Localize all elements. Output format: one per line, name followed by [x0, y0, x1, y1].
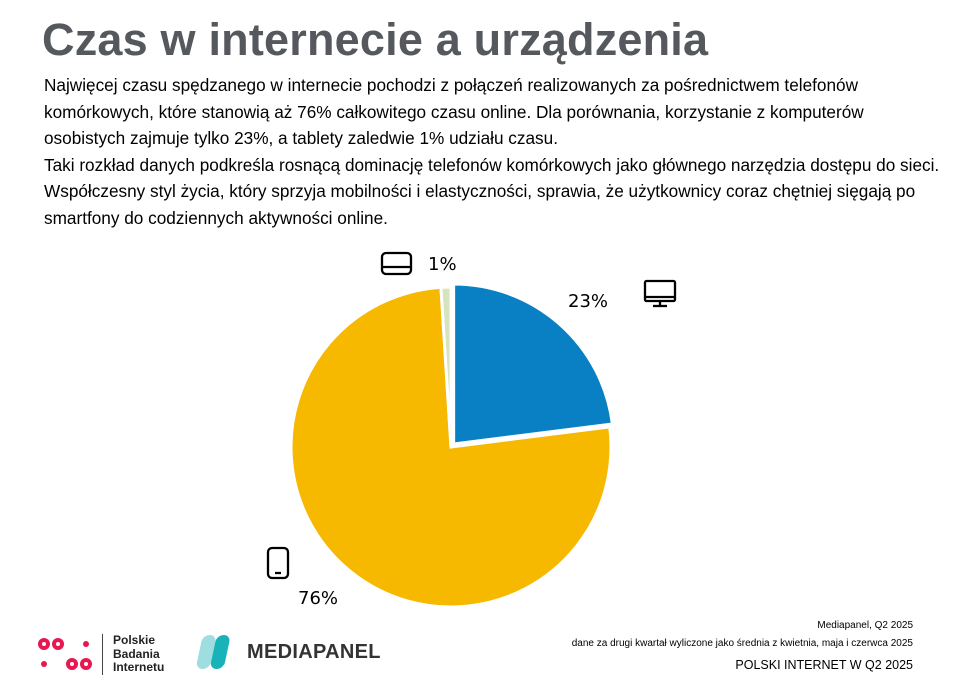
description-paragraph: Taki rozkład danych podkreśla rosnącą do…	[44, 154, 940, 228]
pbi-logo: Polskie Badania Internetu	[36, 633, 165, 675]
mediapanel-logo-text: MEDIAPANEL	[247, 640, 381, 663]
description-paragraph: Najwięcej czasu spędzanego w internecie …	[44, 75, 864, 148]
pbi-logo-text: Polskie Badania Internetu	[102, 633, 165, 675]
description: Najwięcej czasu spędzanego w internecie …	[44, 72, 944, 231]
mediapanel-logo-mark	[196, 635, 230, 669]
slice-label-tablet: 1%	[428, 254, 457, 275]
slice-label-phone: 76%	[298, 588, 338, 609]
pbi-logo-line: Badania	[113, 646, 160, 661]
pbi-logo-line: Internetu	[113, 660, 165, 674]
desktop-monitor-icon	[643, 279, 677, 308]
pie-slice-phone	[289, 285, 613, 609]
pbi-logo-mark	[38, 638, 92, 671]
tablet-icon	[380, 251, 413, 276]
pie-slice-tablet	[439, 285, 453, 448]
data-note: dane za drugi kwartał wyliczone jako śre…	[571, 638, 913, 649]
slice-label-computer: 23%	[568, 291, 608, 312]
mediapanel-logo: MEDIAPANEL	[195, 634, 381, 670]
source-note: Mediapanel, Q2 2025	[817, 620, 913, 631]
pbi-logo-line: Polskie	[113, 633, 156, 647]
pie-slice-computer	[452, 282, 615, 446]
page-title: Czas w internecie a urządzenia	[42, 14, 709, 65]
smartphone-icon	[266, 546, 290, 580]
report-title: POLSKI INTERNET W Q2 2025	[735, 658, 913, 672]
